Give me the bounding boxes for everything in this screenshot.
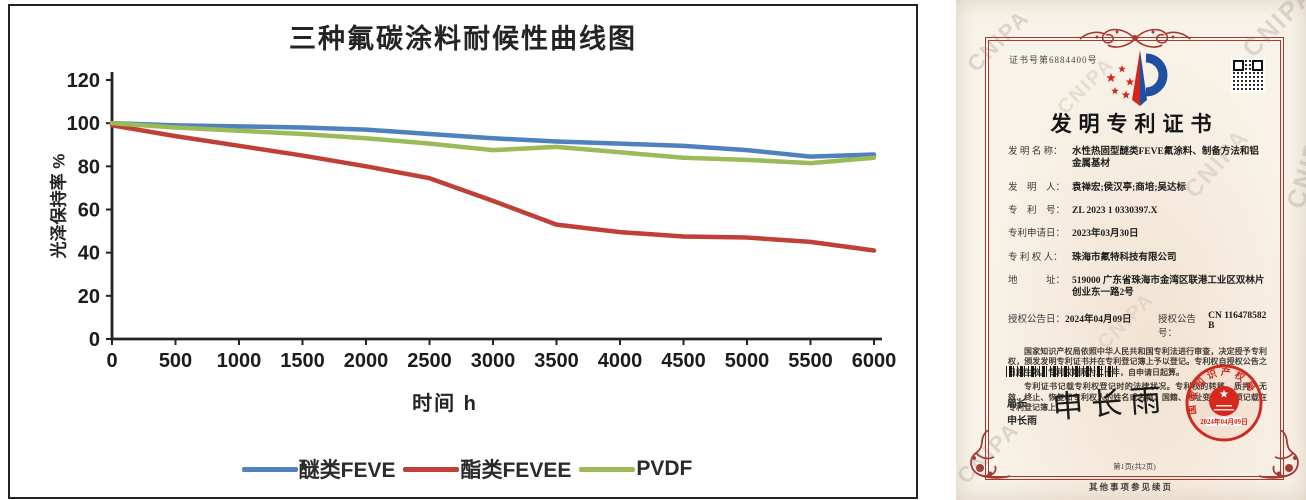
bottom-right-flourish [1258, 430, 1299, 479]
logo-stars [1106, 65, 1135, 99]
certificate-title: 发明专利证书 [1050, 112, 1219, 136]
top-flourish-ornament [1078, 28, 1191, 48]
x-axis-label: 时间 h [412, 393, 478, 415]
svg-text:1500: 1500 [280, 350, 325, 372]
qr-code [1231, 58, 1265, 92]
body-paragraph-2: 专利证书记载专利权登记时的法律状况。专利权的转移、质押、无效、终止、恢复和专利权… [1008, 382, 1267, 413]
certificate-frame: 证书号第6884400号 发明专利证书 发 明 名 称： 水性热固型醚类FEVE… [970, 28, 1299, 480]
svg-text:3000: 3000 [471, 350, 516, 372]
svg-text:6000: 6000 [852, 350, 897, 372]
official-seal: 国家知识产权局 2024年04月09日 [1185, 364, 1263, 442]
chart-legend: 醚类FEVE 酯类FEVEE PVDF [10, 454, 916, 484]
legend-swatch-feve-ether [241, 466, 298, 472]
certificate-number: 证书号第6884400号 [1009, 55, 1098, 65]
svg-text:1000: 1000 [217, 350, 262, 372]
y-axis-label: 光泽保持率 % [49, 153, 69, 259]
barcode [1006, 366, 1119, 377]
national-emblem-icon [1209, 386, 1239, 416]
svg-text:5000: 5000 [725, 350, 770, 372]
director-label: 局长 [1007, 399, 1027, 410]
svg-text:120: 120 [67, 70, 100, 92]
svg-text:4000: 4000 [598, 350, 643, 372]
legend-swatch-pvdf [579, 466, 636, 472]
svg-text:60: 60 [78, 200, 100, 222]
bottom-left-flourish [970, 430, 1011, 479]
svg-text:0: 0 [106, 350, 117, 372]
legend-label-feve-ether: 醚类FEVE [298, 459, 396, 482]
svg-text:0: 0 [89, 329, 100, 351]
director-signature: 申长雨 [1051, 381, 1171, 426]
svg-text:20: 20 [78, 286, 100, 308]
legend-label-pvdf: PVDF [636, 457, 693, 480]
seal-date-text: 2024年04月09日 [1200, 417, 1248, 426]
cnipa-logo-icon [1106, 50, 1168, 106]
svg-text:3500: 3500 [534, 350, 579, 372]
chart-canvas: 0 20 40 60 80 100 120 0 500 1000 1500 2000 2500 3000 3… [67, 70, 897, 372]
svg-text:4500: 4500 [661, 350, 706, 372]
svg-text:80: 80 [78, 156, 100, 178]
page-footer: 第1页(共2页) [1113, 462, 1156, 471]
field-application-date: 专利申请日： 2023年03月30日 [1008, 229, 1139, 240]
svg-text:40: 40 [78, 243, 100, 265]
continuation-note: 其他事项参见续页 [1088, 482, 1173, 492]
field-grant-row: 授权公告日： 2024年04月09日 授权公告号： CN 116478582 B [1008, 310, 1267, 339]
field-patent-number: 专 利 号： ZL 2023 1 0330397.X [1008, 206, 1158, 217]
chart-panel: 三种氟碳涂料耐候性曲线图 0 20 40 60 80 100 120 0 500 1000 1500… [8, 4, 918, 499]
field-inventors: 发 明 人： 袁禅宏;侯汉亭;商培;吴达标 [1008, 182, 1186, 193]
patent-certificate-photo: 证书号第6884400号 发明专利证书 发 明 名 称： 水性热固型醚类FEVE… [956, 0, 1306, 500]
certificate-fields: 发 明 名 称： 水性热固型醚类FEVE氟涂料、制备方法和铝金属基材 发 明 人… [1008, 146, 1267, 418]
chart-title: 三种氟碳涂料耐候性曲线图 [289, 24, 637, 54]
svg-text:2000: 2000 [344, 350, 389, 372]
legend-swatch-feve-ester [403, 466, 460, 472]
field-patentee: 专 利 权 人： 珠海市氟特科技有限公司 [1008, 252, 1177, 263]
legend-label-feve-ester: 酯类FEVEE [460, 459, 572, 482]
field-invention-name: 发 明 名 称： 水性热固型醚类FEVE氟涂料、制备方法和铝金属基材 [1008, 147, 1259, 170]
director-name: 申长雨 [1007, 416, 1037, 427]
field-address: 地 址： 519000 广东省珠海市金湾区联港工业区双林片创业东一路2号 [1008, 276, 1265, 299]
svg-text:100: 100 [67, 113, 100, 135]
svg-text:2500: 2500 [407, 350, 452, 372]
director-block: 局长 申长雨 [1007, 396, 1037, 430]
svg-text:5500: 5500 [788, 350, 833, 372]
svg-text:500: 500 [159, 350, 192, 372]
